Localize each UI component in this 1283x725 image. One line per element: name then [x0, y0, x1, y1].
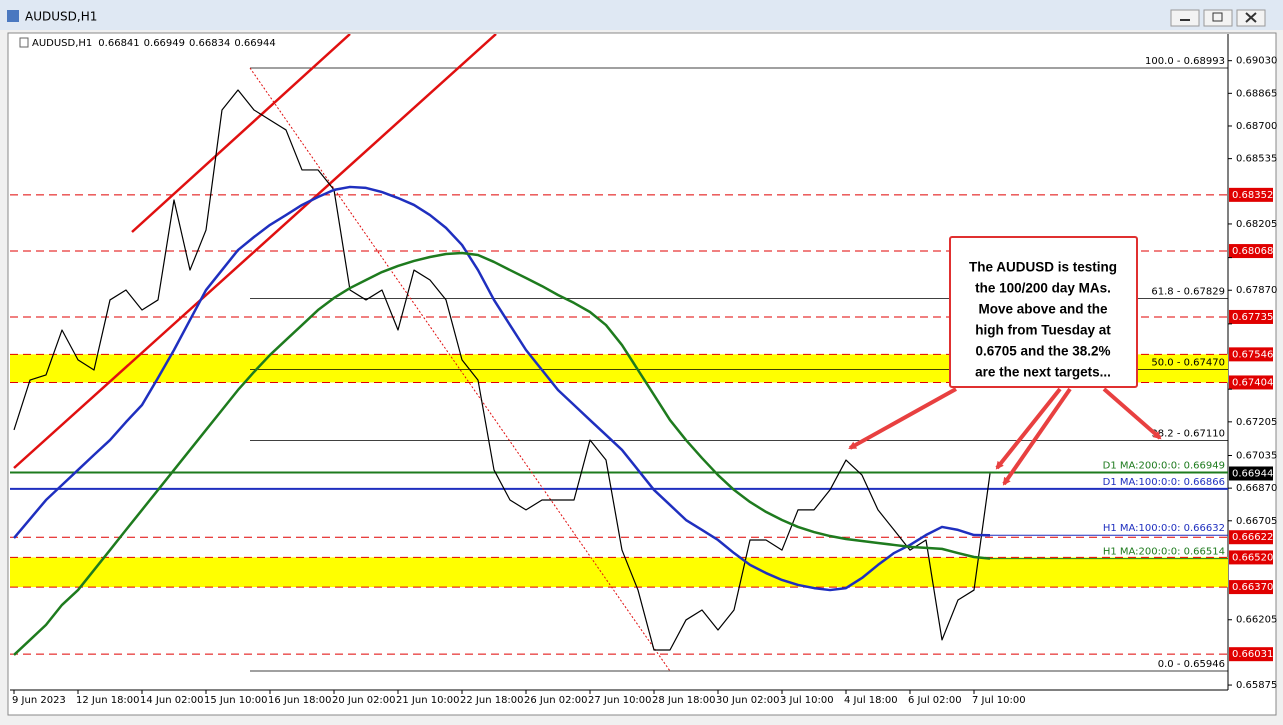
restore-button[interactable]	[1203, 9, 1233, 27]
price-line	[13, 251, 991, 656]
x-tick-label: 16 Jun 18:00	[268, 695, 332, 706]
y-tick-label: 0.67870	[1236, 285, 1277, 296]
series	[13, 89, 991, 656]
ohlc-value: 0.66949	[144, 38, 185, 49]
support-zone	[10, 557, 1228, 588]
x-tick-label: 6 Jul 02:00	[908, 695, 962, 706]
level-label: 0.66031	[1232, 649, 1273, 660]
x-tick-label: 9 Jun 2023	[12, 695, 66, 706]
x-tick-label: 20 Jun 02:00	[332, 695, 396, 706]
annotation-line: are the next targets...	[975, 365, 1111, 380]
annotation-line: 0.6705 and the 38.2%	[975, 344, 1110, 359]
window-icon	[7, 10, 19, 22]
y-tick-label: 0.68205	[1236, 219, 1277, 230]
level-label: 0.68352	[1232, 190, 1273, 201]
level-label-box	[1229, 550, 1273, 565]
level-label-box	[1229, 244, 1273, 259]
x-tick-label: 7 Jul 10:00	[972, 695, 1026, 706]
price-line	[13, 89, 991, 651]
ohlc-value: 0.66944	[234, 38, 275, 49]
level-label: 0.67546	[1232, 349, 1273, 360]
x-tick-label: 4 Jul 18:00	[844, 695, 898, 706]
x-tick-label: 22 Jun 18:00	[460, 695, 524, 706]
y-tick-label: 0.68535	[1236, 154, 1277, 165]
fib-label: 50.0 - 0.67470	[1151, 357, 1225, 368]
x-tick-label: 27 Jun 10:00	[588, 695, 652, 706]
x-tick-label: 30 Jun 02:00	[716, 695, 780, 706]
price-line	[13, 185, 991, 592]
ma-level-label: D1 MA:100:0:0: 0.66866	[1103, 477, 1225, 488]
annotation-box	[949, 236, 1138, 388]
annotation-line: The AUDUSD is testing	[969, 260, 1117, 275]
levels: 100.0 - 0.68993 61.8 - 0.67829 50.0 - 0.67…	[10, 56, 1228, 672]
annotation-line: the 100/200 day MAs.	[975, 281, 1111, 296]
close-icon	[1245, 12, 1257, 23]
x-tick-label: 14 Jun 02:00	[140, 695, 204, 706]
level-label-box	[1229, 647, 1273, 662]
minimize-button[interactable]	[1170, 9, 1200, 27]
level-label-box	[1229, 580, 1273, 595]
y-tick-label: 0.66705	[1236, 516, 1277, 527]
x-tick-label: 28 Jun 18:00	[652, 695, 716, 706]
ohlc-value: 0.66834	[189, 38, 230, 49]
fib-label: 100.0 - 0.68993	[1145, 56, 1225, 67]
level-label: 0.68068	[1232, 246, 1273, 257]
annotation: The AUDUSD is testing the 100/200 day MAs…	[848, 236, 1162, 486]
level-label: 0.67735	[1232, 312, 1273, 323]
level-label-box	[1229, 309, 1273, 324]
y-tick-label: 0.65875	[1236, 680, 1277, 691]
x-tick-label: 21 Jun 10:00	[396, 695, 460, 706]
annotation-arrow	[1002, 387, 1072, 486]
window-title: AUDUSD,H1	[25, 10, 97, 24]
chart-header: AUDUSD,H1 0.66841 0.66949 0.66834 0.66944	[32, 38, 276, 49]
fib-label: 61.8 - 0.67829	[1151, 286, 1225, 297]
annotation-line: high from Tuesday at	[975, 323, 1111, 338]
fib-label: 0.0 - 0.65946	[1158, 659, 1225, 670]
chart-icon	[19, 37, 29, 48]
x-tick-label: 3 Jul 10:00	[780, 695, 834, 706]
ma-level-label: D1 MA:200:0:0: 0.66949	[1103, 461, 1225, 472]
ohlc-value: 0.66841	[98, 38, 139, 49]
channel-line	[131, 34, 351, 233]
current-price-label: 0.66944	[1232, 468, 1273, 479]
level-label-box	[1229, 530, 1273, 545]
y-tick-label: 0.68865	[1236, 88, 1277, 99]
y-tick-label: 0.67205	[1236, 417, 1277, 428]
y-tick-label: 0.68700	[1236, 121, 1277, 132]
level-label: 0.66370	[1232, 582, 1273, 593]
level-label: 0.66520	[1232, 552, 1273, 563]
annotation-arrow	[1102, 387, 1162, 440]
fib-trend-line	[249, 67, 671, 672]
restore-icon	[1212, 12, 1223, 22]
x-tick-label: 26 Jun 02:00	[524, 695, 588, 706]
y-tick-label: 0.66870	[1236, 483, 1277, 494]
annotation-arrow	[995, 387, 1062, 470]
fib-label: 38.2 - 0.67110	[1151, 429, 1225, 440]
level-label-box	[1229, 375, 1273, 390]
window-buttons	[1170, 9, 1266, 27]
y-tick-label: 0.66205	[1236, 615, 1277, 626]
x-tick-label: 12 Jun 18:00	[76, 695, 140, 706]
annotation-line: Move above and the	[978, 302, 1108, 317]
axes: 0.68352 0.68068 0.67735 0.67546 0.67404 0.666…	[12, 56, 1277, 706]
x-tick-label: 15 Jun 10:00	[204, 695, 268, 706]
level-label: 0.67404	[1232, 377, 1273, 388]
level-label-box	[1229, 187, 1273, 202]
y-tick-label: 0.67035	[1236, 450, 1277, 461]
y-tick-label: 0.69030	[1236, 56, 1277, 67]
level-label: 0.66622	[1232, 532, 1273, 543]
current-price-box	[1229, 466, 1273, 481]
annotation-arrow	[848, 387, 957, 450]
ma-label: H1 MA:100:0:0: 0.66632	[1103, 523, 1225, 534]
channel-line	[13, 34, 497, 469]
title-bar	[0, 0, 1283, 30]
level-label-box	[1229, 347, 1273, 362]
ma-label: H1 MA:200:0:0: 0.66514	[1103, 547, 1225, 558]
